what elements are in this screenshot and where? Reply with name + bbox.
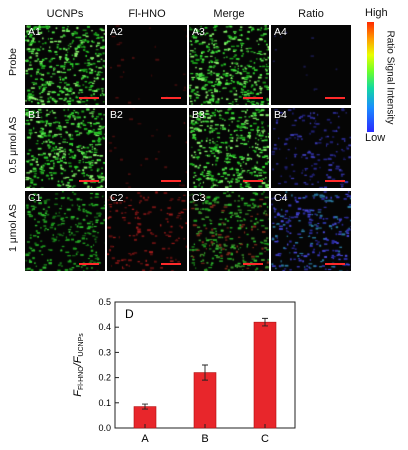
x-tick-label: C (261, 433, 269, 445)
panel-label: C1 (28, 192, 42, 204)
image-panel-a4: A4 (271, 25, 351, 105)
panel-label: A1 (28, 26, 41, 38)
chart-y-axis-label: FFl-HNO/FUCNPs (72, 333, 85, 397)
panel-label: C3 (192, 192, 206, 204)
image-panel-b4: B4 (271, 108, 351, 188)
scale-bar (243, 180, 263, 182)
panel-label: A3 (192, 26, 205, 38)
image-panel-b2: B2 (107, 108, 187, 188)
scale-bar (325, 97, 345, 99)
y-tick-label: 0.1 (98, 398, 111, 408)
panel-label: C2 (110, 192, 124, 204)
y-tick-label: 0.4 (98, 322, 111, 332)
ylabel-sub1: Fl-HNO (78, 366, 85, 390)
y-tick-label: 0.2 (98, 373, 111, 383)
image-panel-b3: B3 (189, 108, 269, 188)
y-tick-label: 0.3 (98, 347, 111, 357)
panel-label: A4 (274, 26, 287, 38)
error-bar-c (262, 317, 268, 327)
panel-label: A2 (110, 26, 123, 38)
scale-bar (79, 263, 99, 265)
colorbar-high-label: High (365, 7, 388, 19)
ylabel-sep: /F (72, 355, 84, 367)
panel-label: B3 (192, 109, 205, 121)
panel-label: C4 (274, 192, 288, 204)
panel-image (107, 108, 187, 188)
bar-c (253, 321, 277, 429)
panel-image (189, 108, 269, 188)
bar-b (193, 372, 217, 429)
panel-image (271, 25, 351, 105)
column-header-ratio: Ratio (298, 8, 324, 20)
row-label-0-5-umol-as: 0.5 μmol AS (7, 116, 19, 174)
image-panel-a3: A3 (189, 25, 269, 105)
bar-chart-d: 0.0 0.1 0.2 0.3 0.4 0.5 A B C D FFl-HNO/FUCNPs (72, 297, 296, 445)
row-label-probe: Probe (7, 47, 19, 77)
scale-bar (161, 263, 181, 265)
row-label-1-umol-as: 1 μmol AS (7, 203, 19, 253)
scale-bar (161, 180, 181, 182)
image-panel-a1: A1 (25, 25, 105, 105)
ylabel-sub2: UCNPs (78, 333, 85, 357)
column-header-merge: Merge (213, 8, 245, 20)
scale-bar (79, 180, 99, 182)
image-panel-a2: A2 (107, 25, 187, 105)
panel-image (189, 25, 269, 105)
colorbar-title: Ratio Signal Intensity (384, 30, 396, 125)
ylabel-main: F (72, 389, 84, 397)
panel-image (107, 191, 187, 271)
image-panel-c3: C3 (189, 191, 269, 271)
colorbar (367, 22, 374, 132)
panel-label: B4 (274, 109, 287, 121)
scale-bar (325, 263, 345, 265)
colorbar-low-label: Low (365, 132, 386, 144)
panel-label: B2 (110, 109, 123, 121)
y-tick-label: 0.5 (98, 297, 111, 307)
column-header-fl-hno: Fl-HNO (128, 8, 166, 20)
scale-bar (161, 97, 181, 99)
x-tick-label: A (141, 433, 149, 445)
scale-bar (243, 263, 263, 265)
panel-label: B1 (28, 109, 41, 121)
x-tick-label: B (201, 433, 208, 445)
panel-image (25, 108, 105, 188)
scale-bar (79, 97, 99, 99)
image-panel-b1: B1 (25, 108, 105, 188)
panel-image (271, 108, 351, 188)
image-panel-c2: C2 (107, 191, 187, 271)
scale-bar (325, 180, 345, 182)
chart-panel-label: D (125, 307, 134, 321)
panel-image (107, 25, 187, 105)
column-header-ucnps: UCNPs (46, 8, 84, 20)
error-bar-b (202, 364, 208, 381)
image-panel-c1: C1 (25, 191, 105, 271)
image-panel-c4: C4 (271, 191, 351, 271)
panel-image (271, 191, 351, 271)
panel-image (25, 25, 105, 105)
error-bar-a (142, 403, 148, 410)
panel-image (25, 191, 105, 271)
y-tick-label: 0.0 (98, 423, 111, 433)
scale-bar (243, 97, 263, 99)
panel-image (189, 191, 269, 271)
